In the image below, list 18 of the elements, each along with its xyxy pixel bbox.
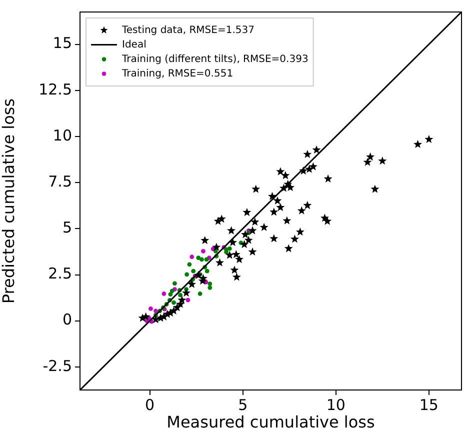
y-axis-title: Predicted cumulative loss: [0, 98, 18, 304]
x-tick-label: 5: [238, 396, 248, 414]
y-tick-label: 10: [52, 126, 72, 144]
y-tick-label: -2.5: [42, 356, 72, 375]
legend-label: Testing data, RMSE=1.537: [121, 24, 254, 36]
x-axis-title: Measured cumulative loss: [166, 412, 375, 432]
x-tick-label: 15: [419, 396, 438, 414]
x-tick-label: 10: [326, 396, 346, 414]
x-tick-label: 0: [145, 396, 155, 414]
y-tick-label: 0: [62, 310, 72, 329]
legend-label: Ideal: [122, 39, 146, 50]
y-tick-label: 7.5: [48, 172, 72, 190]
legend-label: Training (different tilts), RMSE=0.393: [121, 54, 308, 65]
y-tick-label: 12.5: [38, 80, 72, 98]
y-tick-label: 5: [62, 218, 72, 237]
legend-label: Training, RMSE=0.551: [121, 68, 234, 80]
y-tick-label: 15: [52, 34, 72, 52]
y-tick-label: 2.5: [48, 264, 72, 283]
